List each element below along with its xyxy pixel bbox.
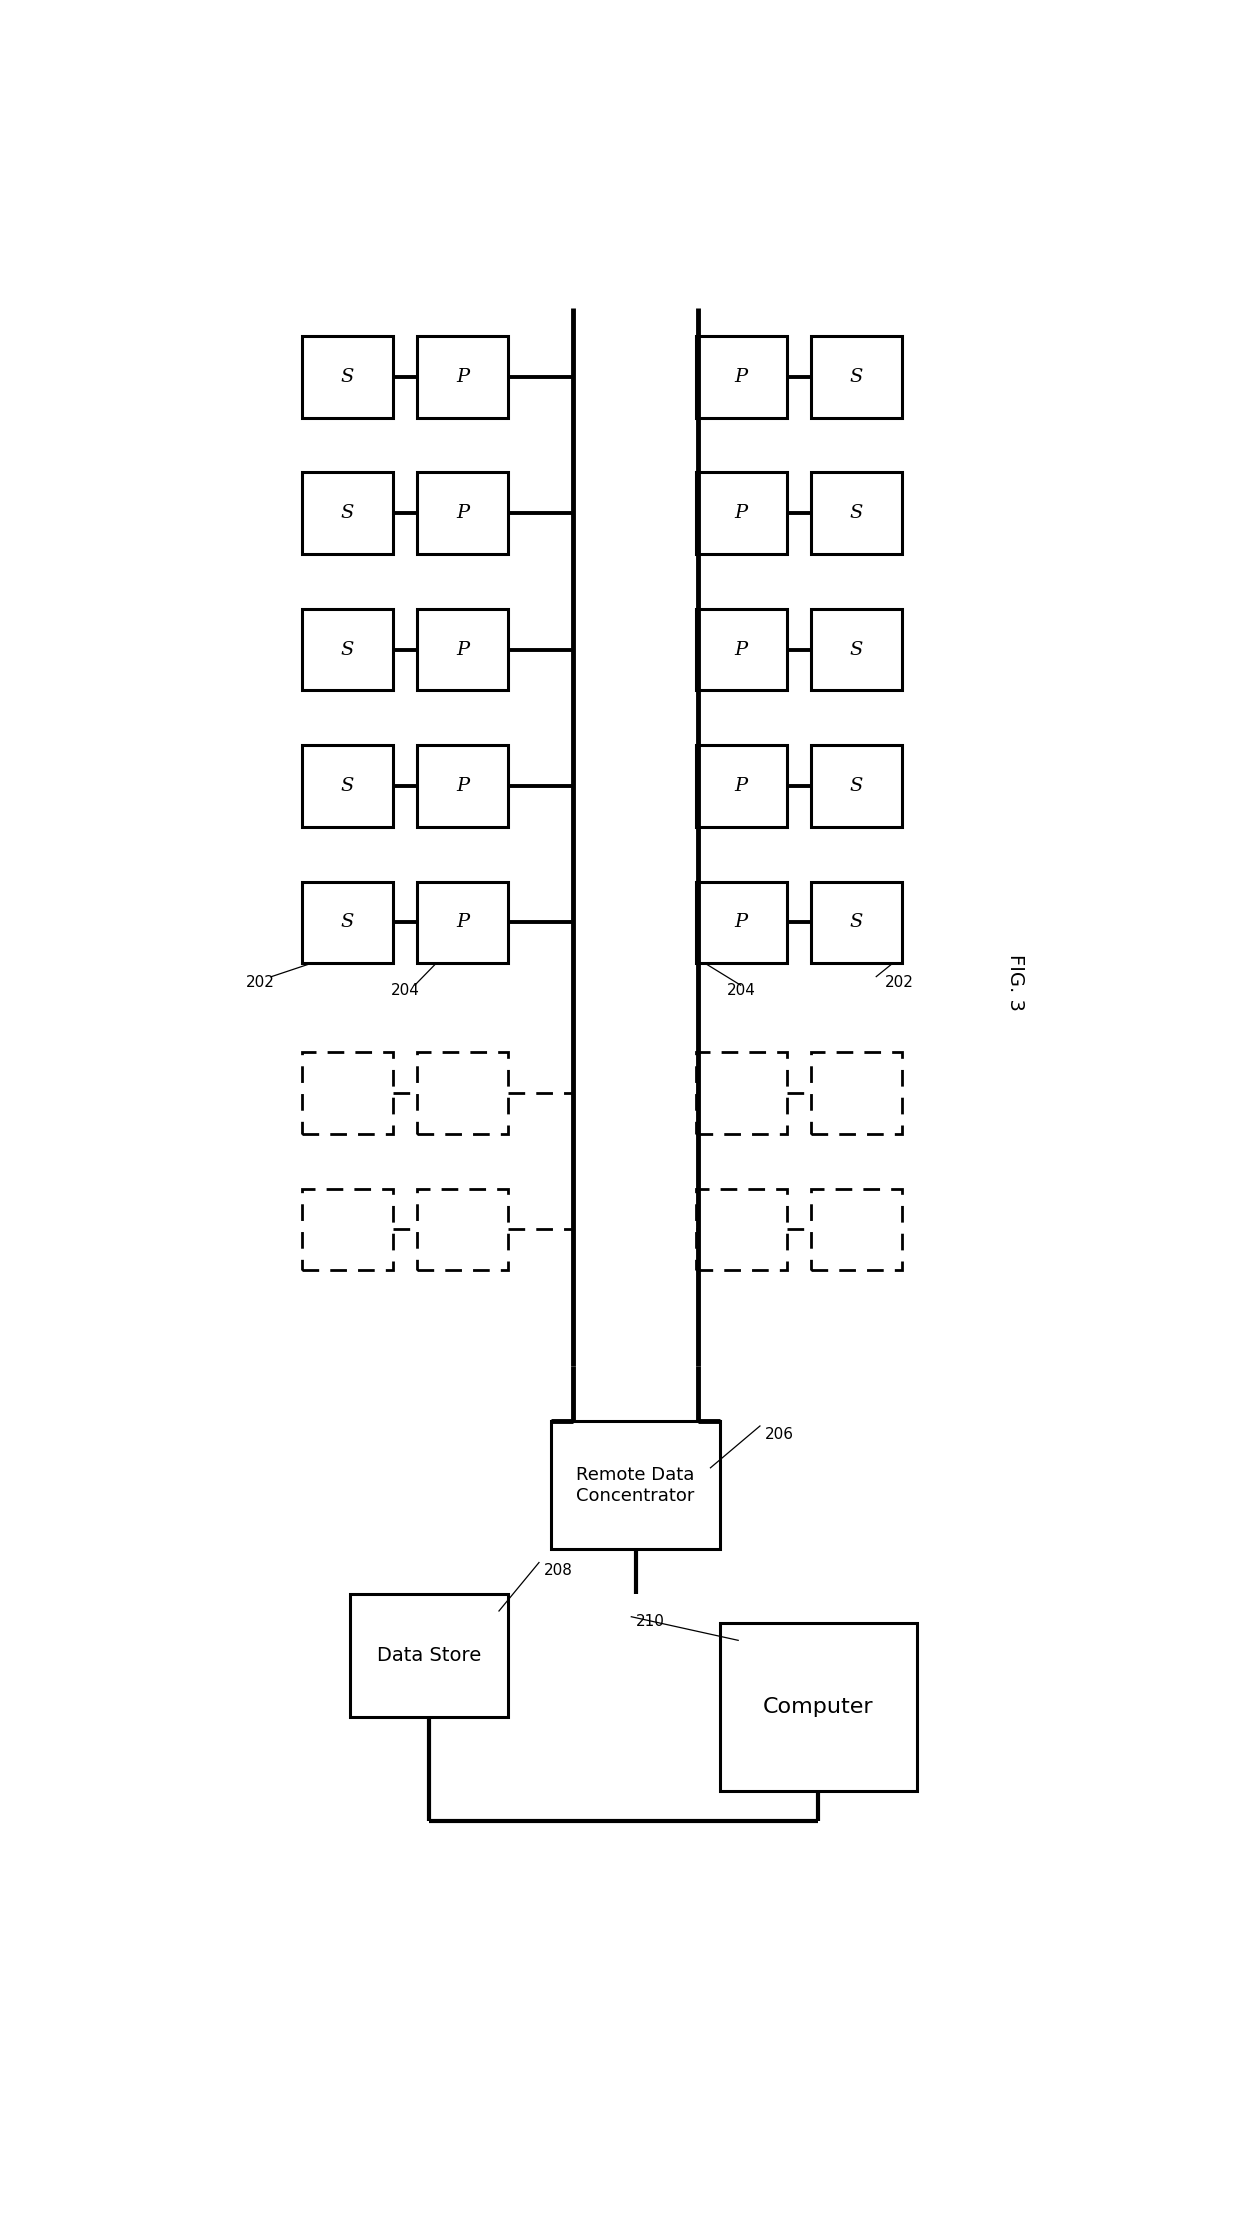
Bar [301, 609, 393, 691]
Bar [719, 1624, 916, 1790]
Bar [301, 744, 393, 826]
Text: S: S [341, 368, 353, 385]
Text: S: S [341, 640, 353, 658]
Bar [696, 744, 787, 826]
Text: P: P [456, 505, 469, 523]
Bar [417, 337, 508, 419]
Bar [696, 1052, 787, 1134]
Bar [417, 609, 508, 691]
Bar [696, 337, 787, 419]
Bar [417, 1189, 508, 1271]
Text: 202: 202 [247, 975, 275, 990]
Text: P: P [734, 640, 748, 658]
Bar [811, 609, 903, 691]
Text: 202: 202 [885, 975, 914, 990]
Text: S: S [341, 505, 353, 523]
Text: S: S [849, 368, 863, 385]
Bar [350, 1595, 508, 1717]
Bar [811, 1052, 903, 1134]
Bar [417, 744, 508, 826]
Text: Computer: Computer [763, 1697, 873, 1717]
Text: P: P [456, 777, 469, 795]
Text: P: P [456, 368, 469, 385]
Text: P: P [734, 505, 748, 523]
Text: FIG. 3: FIG. 3 [1006, 955, 1024, 1010]
Text: S: S [849, 505, 863, 523]
Text: Data Store: Data Store [377, 1646, 481, 1666]
Text: Remote Data
Concentrator: Remote Data Concentrator [577, 1466, 694, 1504]
Text: P: P [456, 913, 469, 933]
Text: S: S [849, 913, 863, 933]
Text: 206: 206 [765, 1426, 795, 1442]
Bar [811, 472, 903, 554]
Bar [811, 744, 903, 826]
Text: S: S [849, 777, 863, 795]
Bar [301, 1189, 393, 1271]
Text: 208: 208 [544, 1564, 573, 1577]
Bar [811, 882, 903, 964]
Bar [552, 1422, 719, 1548]
Bar [696, 609, 787, 691]
Bar [811, 337, 903, 419]
Text: P: P [734, 777, 748, 795]
Bar [696, 472, 787, 554]
Text: 204: 204 [727, 983, 755, 999]
Bar [696, 882, 787, 964]
Bar [301, 1052, 393, 1134]
Bar [301, 472, 393, 554]
Text: P: P [734, 368, 748, 385]
Text: 210: 210 [635, 1615, 665, 1630]
Text: S: S [341, 913, 353, 933]
Bar [696, 1189, 787, 1271]
Bar [811, 1189, 903, 1271]
Bar [417, 882, 508, 964]
Text: 204: 204 [391, 983, 419, 999]
Bar [417, 1052, 508, 1134]
Bar [301, 337, 393, 419]
Text: S: S [341, 777, 353, 795]
Text: S: S [849, 640, 863, 658]
Bar [301, 882, 393, 964]
Text: P: P [456, 640, 469, 658]
Bar [417, 472, 508, 554]
Text: P: P [734, 913, 748, 933]
